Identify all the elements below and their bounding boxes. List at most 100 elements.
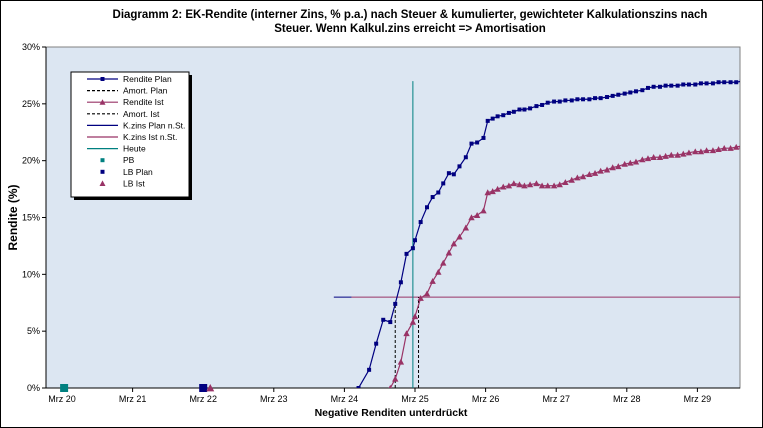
rendite-ist-point — [516, 181, 523, 188]
x-tick-label: Mrz 26 — [472, 394, 500, 404]
rendite-ist-point — [562, 179, 569, 185]
rendite-plan-point — [640, 88, 645, 93]
rendite-plan-point — [540, 102, 545, 107]
legend-label: K.zins Plan n.St. — [123, 120, 185, 130]
rendite-plan-point — [663, 83, 668, 88]
rendite-ist-point — [574, 174, 581, 181]
rendite-plan-point — [441, 181, 446, 186]
rendite-plan-point — [393, 301, 398, 306]
rendite-plan-point — [739, 79, 740, 84]
x-tick-label: Mrz 21 — [119, 394, 147, 404]
rendite-ist-point — [756, 140, 762, 146]
rendite-plan-point — [693, 82, 698, 87]
rendite-ist-point — [697, 148, 705, 155]
rendite-plan-point — [398, 280, 403, 285]
rendite-plan-point — [563, 98, 568, 103]
rendite-ist-point — [556, 181, 563, 188]
rendite-ist-point — [674, 151, 681, 158]
rendite-ist-point — [526, 181, 534, 188]
lb-plan-marker — [199, 384, 208, 392]
rendite-ist-point — [489, 188, 496, 195]
rendite-plan-point — [517, 107, 522, 112]
rendite-ist-point — [521, 182, 528, 189]
rendite-plan-point — [686, 82, 691, 87]
pb-marker — [60, 384, 69, 392]
rendite-ist-point — [417, 295, 424, 301]
rendite-plan-point — [598, 96, 603, 101]
x-tick-label: Mrz 25 — [401, 394, 429, 404]
rendite-ist-point — [727, 144, 734, 151]
y-tick-label: 25% — [22, 99, 40, 109]
rendite-plan-point — [446, 171, 451, 176]
rendite-plan-point — [605, 95, 610, 100]
rendite-ist-point — [500, 183, 507, 190]
rendite-ist-point — [544, 182, 551, 189]
legend-label: LB Plan — [123, 167, 153, 177]
rendite-plan-point — [457, 164, 462, 169]
rendite-ist-point — [656, 154, 664, 160]
rendite-ist-point — [615, 163, 622, 170]
legend-label: PB — [123, 155, 135, 165]
rendite-ist-point — [494, 185, 501, 192]
rendite-plan-point — [628, 90, 633, 95]
chart-title-line-2: Steuer. Wenn Kalkul.zins erreicht => Amo… — [274, 23, 546, 35]
rendite-plan-point — [495, 114, 500, 119]
rendite-plan-point — [367, 367, 372, 372]
rendite-ist-point — [538, 182, 546, 189]
rendite-plan-point — [418, 220, 423, 225]
rendite-ist-point — [435, 268, 442, 275]
rendite-ist-point — [462, 224, 470, 231]
legend-swatch-square — [100, 169, 105, 174]
rendite-ist-point — [409, 318, 417, 325]
rendite-ist-point — [456, 233, 463, 240]
rendite-plan-point — [451, 172, 456, 177]
rendite-plan-point — [481, 135, 486, 140]
rendite-plan-point — [410, 246, 415, 251]
rendite-ist-point — [715, 146, 722, 153]
rendite-ist-point — [505, 182, 513, 189]
rendite-ist-point — [603, 166, 611, 173]
rendite-ist-point — [533, 180, 540, 187]
legend-label: Rendite Ist — [123, 97, 164, 107]
legend-label: LB Ist — [123, 178, 145, 188]
rendite-ist-point — [650, 154, 657, 160]
rendite-plan-point — [374, 341, 379, 346]
rendite-ist-point — [621, 160, 628, 167]
rendite-ist-point — [397, 358, 405, 365]
x-tick-label: Mrz 24 — [331, 394, 359, 404]
y-tick-label: 0% — [27, 383, 40, 393]
rendite-plan-point — [388, 320, 393, 325]
rendite-plan-point — [469, 141, 474, 146]
plot-series-group — [333, 79, 762, 388]
rendite-ist-point — [510, 180, 518, 187]
rendite-plan-point — [622, 91, 627, 96]
rendite-ist-point — [392, 375, 399, 382]
rendite-plan-point — [710, 81, 715, 86]
rendite-plan-point — [746, 79, 750, 83]
rendite-plan-point — [716, 80, 721, 85]
rendite-ist-point — [639, 156, 646, 163]
rendite-ist-point — [579, 173, 587, 180]
rendite-plan-point — [610, 93, 615, 98]
rendite-plan-point — [425, 205, 430, 210]
rendite-ist-point — [591, 169, 599, 176]
x-tick-label: Mrz 20 — [48, 394, 76, 404]
rendite-ist-point — [445, 249, 453, 256]
rendite-ist-point — [440, 259, 447, 266]
rendite-ist-point — [484, 189, 491, 196]
rendite-plan-point — [501, 113, 506, 118]
rendite-plan-point — [569, 98, 574, 103]
y-tick-label: 30% — [22, 42, 40, 52]
rendite-plan-point — [404, 251, 409, 256]
y-tick-label: 20% — [22, 156, 40, 166]
rendite-ist-point — [709, 147, 717, 154]
rendite-plan-point — [758, 79, 762, 83]
x-tick-label: Mrz 22 — [189, 394, 217, 404]
y-tick-label: 5% — [27, 326, 40, 336]
rendite-ist-point — [429, 277, 436, 284]
rendite-ist-point — [423, 290, 431, 297]
rendite-plan-point — [675, 83, 680, 88]
rendite-ist-point — [403, 330, 410, 337]
rendite-plan-point — [522, 107, 527, 112]
rendite-ist-point — [662, 152, 669, 159]
